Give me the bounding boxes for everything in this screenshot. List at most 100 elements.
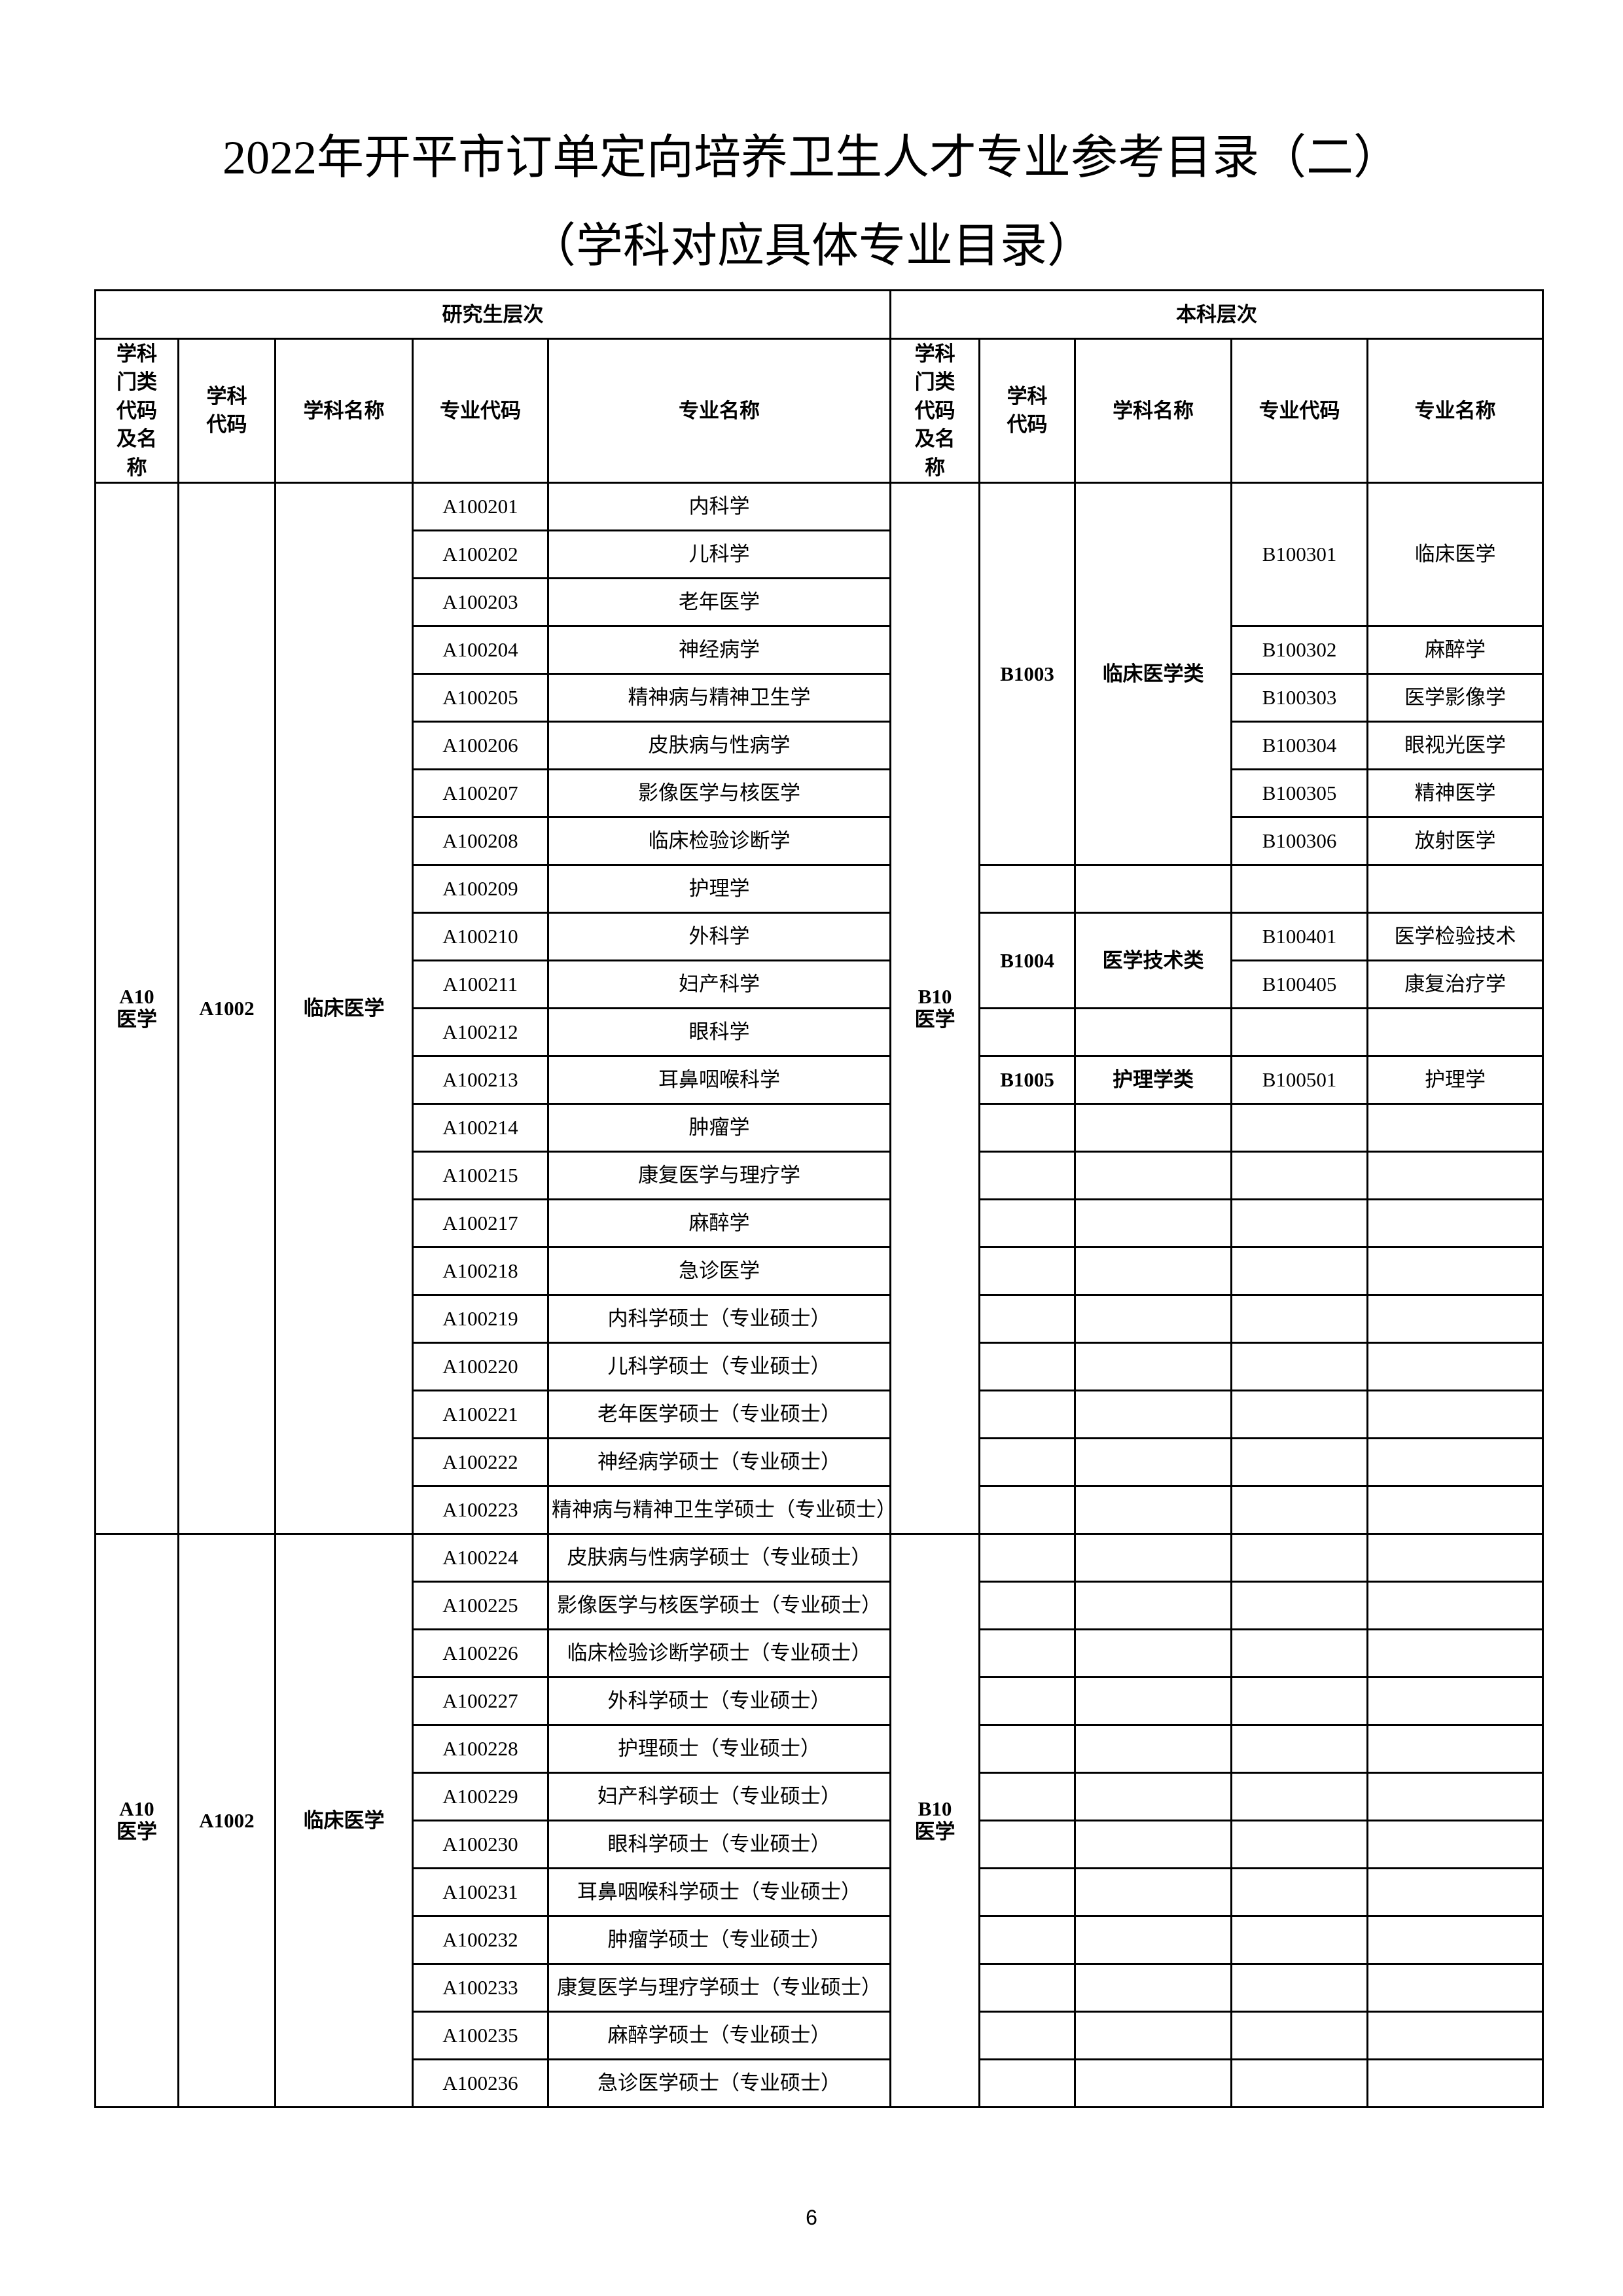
table-row: A100228 护理硕士（专业硕士） (96, 1723, 1544, 1774)
grad-major-name-cell: 精神病与精神卫生学 (546, 672, 892, 723)
grad-major-name-cell: 妇产科学 (546, 959, 892, 1009)
undergrad-major-code-cell: B100306 (1230, 816, 1369, 866)
grad-major-name-cell: 老年医学 (546, 577, 892, 627)
column-header: 专业代码 (1230, 338, 1369, 484)
grad-major-name-cell: 麻醉学硕士（专业硕士） (546, 2010, 892, 2060)
grad-major-name-cell: 神经病学 (546, 624, 892, 675)
empty-cell (1230, 1532, 1369, 1583)
empty-cell (978, 1484, 1077, 1535)
undergrad-major-name-cell: 眼视光医学 (1366, 720, 1544, 770)
empty-cell (1366, 1867, 1544, 1917)
column-header: 学科门类代码及名称 (889, 338, 981, 484)
grad-major-name-cell: 精神病与精神卫生学硕士（专业硕士） (546, 1484, 897, 1535)
empty-cell (1074, 1293, 1233, 1344)
table-row: A100219 内科学硕士（专业硕士） (96, 1293, 1544, 1344)
empty-cell (1230, 1198, 1369, 1248)
empty-cell (1074, 1246, 1233, 1296)
grad-category-cell: A10 医学 (94, 1532, 179, 2108)
undergrad-subject-name-cell: 医学技术类 (1074, 911, 1233, 1009)
empty-cell (1074, 1484, 1233, 1535)
grad-major-name-cell: 肿瘤学硕士（专业硕士） (546, 1914, 892, 1965)
grad-major-name-cell: 外科学硕士（专业硕士） (546, 1676, 892, 1726)
grad-major-name-cell: 肿瘤学 (546, 1102, 892, 1153)
empty-cell (1366, 1580, 1544, 1630)
table-row: A100217 麻醉学 (96, 1198, 1544, 1248)
table-row: A10 医学 A1002 临床医学 A100224 皮肤病与性病学硕士（专业硕士） B10… (94, 1532, 1544, 2108)
empty-cell (1366, 1914, 1544, 1965)
table-row: A100214 肿瘤学 (96, 1102, 1544, 1153)
grad-major-code-cell: A100210 (412, 911, 549, 961)
undergrad-subject-code-cell: B1005 (978, 1054, 1077, 1105)
grad-major-code-cell: A100217 (412, 1198, 549, 1248)
empty-cell (1230, 1819, 1369, 1869)
undergrad-major-name-cell: 康复治疗学 (1366, 959, 1544, 1009)
empty-cell (1366, 2058, 1544, 2108)
column-header-row: 学科门类代码及名称 学科代码 学科名称 专业代码 专业名称 学科门类代码及名称 学科代码 学科… (94, 338, 1544, 484)
empty-cell (1230, 1007, 1369, 1057)
page-subtitle: （学科对应具体专业目录） (528, 220, 1094, 272)
grad-major-name-cell: 皮肤病与性病学硕士（专业硕士） (546, 1532, 892, 1583)
grad-subject-name-cell: 临床医学 (274, 1532, 414, 2108)
grad-major-name-cell: 眼科学硕士（专业硕士） (546, 1819, 892, 1869)
undergrad-major-name-cell: 临床医学 (1366, 481, 1544, 627)
grad-major-name-cell: 耳鼻咽喉科学 (546, 1054, 892, 1105)
table-row: A100225 影像医学与核医学硕士（专业硕士） (96, 1580, 1544, 1630)
grad-major-code-cell: A100224 (412, 1532, 549, 1583)
table-row: A100222 神经病学硕士（专业硕士） (96, 1437, 1544, 1487)
empty-cell (1230, 1867, 1369, 1917)
empty-cell (1074, 1914, 1233, 1965)
empty-cell (1074, 1007, 1233, 1057)
empty-cell (1366, 1102, 1544, 1153)
grad-major-code-cell: A100215 (412, 1150, 549, 1200)
grad-major-code-cell: A100235 (412, 2010, 549, 2060)
grad-subject-name-cell: 临床医学 (274, 481, 414, 1535)
table-row: A100209 护理学 (96, 863, 1544, 914)
column-header: 学科名称 (274, 338, 414, 484)
page-title: 2022年开平市订单定向培养卫生人才专业参考目录（二） (222, 132, 1400, 184)
empty-cell (1366, 2010, 1544, 2060)
undergrad-major-name-cell: 麻醉学 (1366, 624, 1544, 675)
page-number: 6 (806, 2206, 817, 2229)
undergrad-subject-name-cell: 临床医学类 (1074, 481, 1233, 866)
grad-major-code-cell: A100228 (412, 1723, 549, 1774)
empty-cell (978, 1771, 1077, 1821)
table-row: A100210 外科学 B1004 医学技术类 B100401 医学检验技术 (96, 911, 1544, 1009)
empty-cell (1366, 1962, 1544, 2013)
empty-cell (978, 1150, 1077, 1200)
grad-major-code-cell: A100203 (412, 577, 549, 627)
empty-cell (1074, 1628, 1233, 1678)
empty-cell (978, 1580, 1077, 1630)
undergrad-subject-name-cell: 护理学类 (1074, 1054, 1233, 1105)
grad-major-code-cell: A100204 (412, 624, 549, 675)
grad-major-code-cell: A100207 (412, 768, 549, 818)
grad-major-name-cell: 儿科学 (546, 529, 892, 579)
empty-cell (1074, 1102, 1233, 1153)
table-row: A100223 精神病与精神卫生学硕士（专业硕士） (96, 1484, 1544, 1535)
grad-major-name-cell: 老年医学硕士（专业硕士） (546, 1389, 892, 1439)
empty-cell (1230, 1771, 1369, 1821)
grad-major-code-cell: A100225 (412, 1580, 549, 1630)
table-row: A100221 老年医学硕士（专业硕士） (96, 1389, 1544, 1439)
table-row: A100235 麻醉学硕士（专业硕士） (96, 2010, 1544, 2060)
undergrad-category-cell: B10 医学 (889, 1532, 981, 2108)
table-row: A10 医学 A1002 临床医学 A100201 内科学 B10 医学 B1003 临床医学… (94, 481, 1544, 1535)
grad-major-code-cell: A100209 (412, 863, 549, 914)
empty-cell (1074, 1819, 1233, 1869)
empty-cell (1366, 1007, 1544, 1057)
empty-cell (978, 1007, 1077, 1057)
undergrad-major-name-cell: 精神医学 (1366, 768, 1544, 818)
grad-major-code-cell: A100218 (412, 1246, 549, 1296)
undergrad-major-name-cell: 放射医学 (1366, 816, 1544, 866)
empty-cell (978, 2010, 1077, 2060)
empty-cell (1230, 2010, 1369, 2060)
grad-major-name-cell: 护理学 (546, 863, 892, 914)
empty-cell (978, 1676, 1077, 1726)
grad-major-name-cell: 护理硕士（专业硕士） (546, 1723, 892, 1774)
undergrad-major-name-cell: 护理学 (1366, 1054, 1544, 1105)
table-row: A100233 康复医学与理疗学硕士（专业硕士） (96, 1962, 1544, 2013)
grad-major-name-cell: 眼科学 (546, 1007, 892, 1057)
table-row: A100232 肿瘤学硕士（专业硕士） (96, 1914, 1544, 1965)
empty-cell (1074, 1341, 1233, 1391)
grad-major-name-cell: 临床检验诊断学硕士（专业硕士） (546, 1628, 892, 1678)
empty-cell (1074, 1389, 1233, 1439)
